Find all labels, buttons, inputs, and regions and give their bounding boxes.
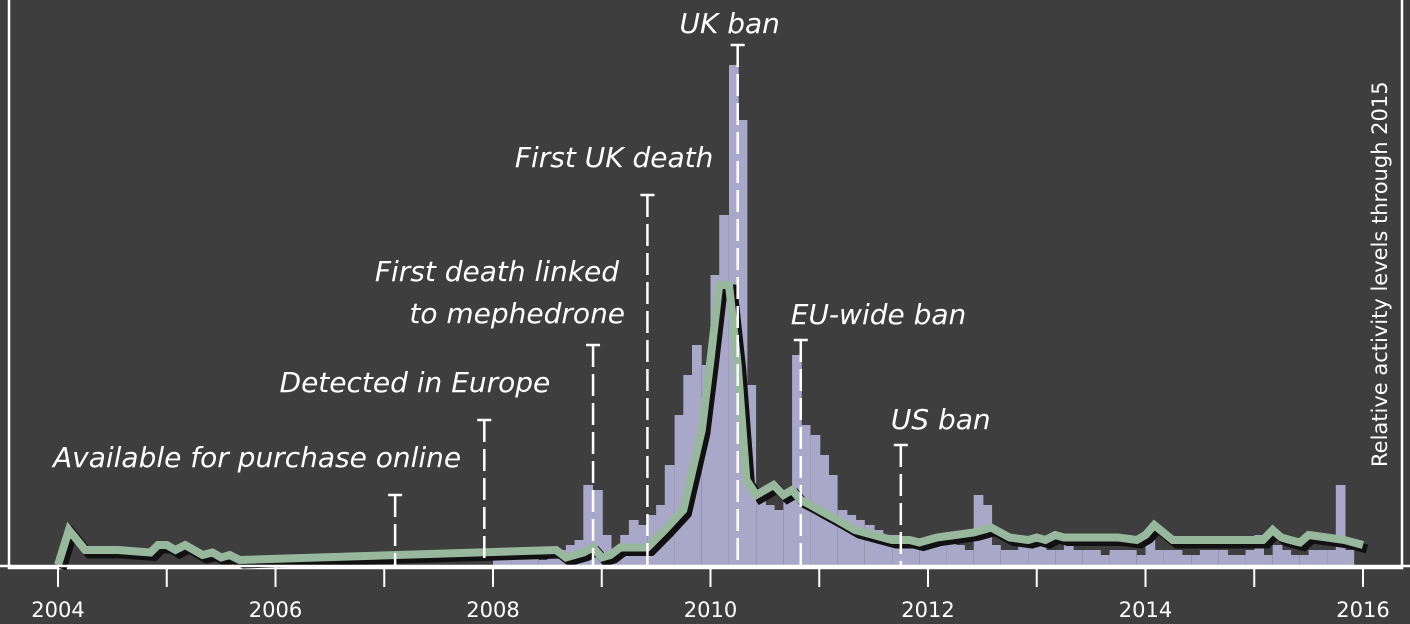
y-axis-label: Relative activity levels through 2015 [1368, 81, 1392, 467]
bar [601, 535, 612, 565]
bar [1127, 550, 1137, 565]
bar [991, 545, 1001, 565]
bar [1045, 550, 1056, 565]
bar [538, 560, 549, 565]
x-tick-label: 2006 [249, 598, 302, 622]
bar [1290, 555, 1300, 565]
bar [919, 545, 929, 565]
bar [783, 495, 794, 565]
bar [1109, 550, 1120, 565]
event-label: EU-wide ban [791, 298, 967, 331]
bar [810, 435, 821, 565]
bar [800, 425, 811, 565]
bar [1164, 550, 1174, 565]
x-tick-label: 2014 [1119, 598, 1172, 622]
line-series [54, 281, 1369, 571]
event-label: US ban [891, 403, 991, 436]
bar [520, 555, 530, 565]
bar [1063, 545, 1074, 565]
x-tick-label: 2010 [684, 598, 737, 622]
bar [1145, 540, 1156, 565]
bar [1072, 550, 1083, 565]
bar [773, 510, 784, 565]
bar [1254, 535, 1264, 565]
bar [837, 510, 848, 565]
event-label: Available for purchase online [51, 441, 461, 474]
bar [855, 520, 865, 565]
x-tick-label: 2012 [901, 598, 954, 622]
bar [1009, 550, 1020, 565]
bar [864, 525, 875, 565]
bar [1191, 555, 1201, 565]
bar [1172, 550, 1183, 565]
bar [1181, 555, 1192, 565]
bar [928, 540, 938, 565]
bar [756, 495, 766, 565]
bar [664, 465, 675, 565]
bar [846, 515, 857, 565]
series-line [54, 281, 1365, 567]
bar [1299, 555, 1310, 565]
annotations: Available for purchase online Detected in… [51, 7, 991, 565]
x-axis: 2004 2006 2008 2010 2012 2014 2016 [0, 564, 1410, 622]
bar [1136, 555, 1147, 565]
bar [1218, 550, 1229, 565]
x-tick-label: 2016 [1336, 598, 1389, 622]
bar [1308, 550, 1319, 565]
bar [1082, 550, 1093, 565]
bar [493, 560, 503, 565]
bar [1018, 540, 1028, 565]
bar [1344, 550, 1355, 565]
bar [955, 545, 965, 565]
bar [719, 215, 729, 565]
bar [528, 555, 539, 565]
bar [1091, 550, 1101, 565]
bar [882, 535, 892, 565]
bar [1118, 550, 1128, 565]
bar [792, 355, 802, 565]
event-label: Detected in Europe [280, 366, 551, 399]
bar [1235, 555, 1246, 565]
bar [909, 540, 920, 565]
chart-frame [7, 0, 1404, 570]
bar [936, 535, 947, 565]
bar [701, 365, 712, 565]
bar [593, 490, 603, 565]
bar [683, 375, 693, 565]
bar [1000, 550, 1011, 565]
bar [764, 505, 775, 565]
event-label: First UK death [515, 141, 714, 174]
bar [628, 520, 639, 565]
bar [1317, 550, 1327, 565]
x-tick-label: 2004 [31, 598, 84, 622]
bar [1208, 550, 1219, 565]
bar [1055, 550, 1065, 565]
bar [1262, 555, 1273, 565]
bar [1036, 545, 1047, 565]
bar [1154, 550, 1164, 565]
bar [674, 415, 685, 565]
bar [1099, 555, 1110, 565]
bar [1227, 555, 1237, 565]
bar [511, 555, 522, 565]
bar [1327, 550, 1337, 565]
event-label: First death linked to mephedrone [375, 255, 625, 330]
bar [710, 275, 721, 565]
bar [583, 485, 593, 565]
bar [1335, 485, 1346, 565]
bar [1028, 545, 1038, 565]
bar [963, 550, 974, 565]
bar [873, 530, 884, 565]
bar [501, 560, 512, 565]
x-tick-label: 2008 [466, 598, 519, 622]
bar [900, 540, 911, 565]
bar [1245, 550, 1256, 565]
bar [1281, 550, 1292, 565]
bar [1199, 550, 1210, 565]
bar [892, 535, 902, 565]
bar [946, 540, 957, 565]
event-label: UK ban [679, 7, 779, 40]
bar [1272, 545, 1283, 565]
